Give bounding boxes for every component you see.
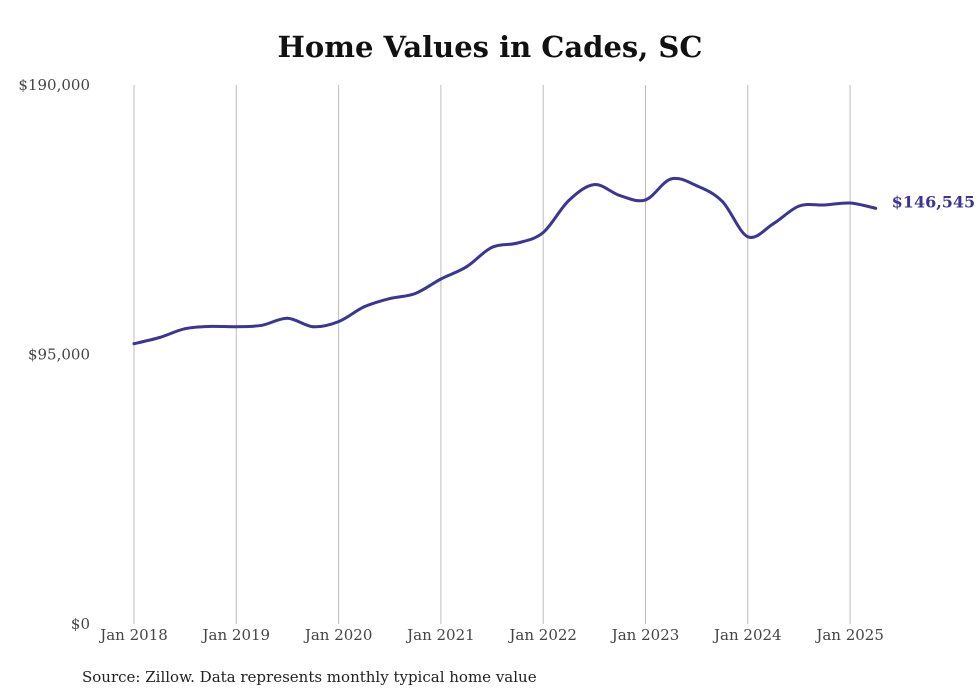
y-tick-label: $0	[71, 615, 90, 633]
data-point	[695, 184, 698, 188]
gridlines	[133, 85, 851, 624]
data-point	[183, 327, 187, 331]
data-point	[720, 199, 724, 203]
data-point	[260, 323, 264, 327]
data-point	[592, 183, 596, 187]
data-point	[465, 265, 468, 269]
data-point	[516, 241, 519, 245]
data-point	[439, 277, 443, 281]
data-point	[541, 231, 545, 234]
x-tick-label: Jan 2018	[98, 626, 168, 644]
data-point	[823, 203, 826, 207]
data-point	[644, 198, 647, 202]
x-axis-ticks: Jan 2018 Jan 2019 Jan 2020 Jan 2021 Jan 2022…	[98, 626, 884, 644]
data-point	[746, 235, 750, 239]
x-tick-label: Jan 2024	[712, 626, 782, 644]
data-point	[848, 201, 852, 205]
x-tick-label: Jan 2020	[303, 626, 373, 644]
data-point	[772, 222, 775, 226]
end-value-label: $146,545	[892, 192, 976, 211]
x-tick-label: Jan 2021	[405, 626, 475, 644]
series-line	[132, 176, 878, 346]
data-point	[874, 206, 878, 210]
data-point	[413, 292, 417, 295]
data-point	[234, 325, 238, 329]
x-tick-label: Jan 2025	[814, 626, 884, 644]
data-point	[362, 305, 366, 309]
y-tick-label: $190,000	[18, 76, 90, 94]
x-tick-label: Jan 2023	[610, 626, 680, 644]
chart-title: Home Values in Cades, SC	[277, 30, 703, 64]
series-layer: $146,545	[132, 176, 976, 346]
data-point	[797, 204, 801, 208]
data-point	[158, 336, 162, 339]
data-point	[311, 325, 315, 329]
data-point	[209, 325, 213, 328]
source-note: Source: Zillow. Data represents monthly …	[82, 668, 537, 686]
y-tick-label: $95,000	[28, 346, 90, 364]
data-point	[286, 316, 289, 320]
data-point	[618, 194, 622, 198]
data-point	[669, 177, 673, 181]
data-point	[132, 342, 136, 346]
x-tick-label: Jan 2019	[201, 626, 271, 644]
data-point	[337, 320, 340, 323]
data-point	[567, 199, 571, 202]
data-point	[388, 297, 392, 300]
x-tick-label: Jan 2022	[507, 626, 577, 644]
data-point	[490, 245, 494, 249]
y-axis-ticks: $0 $95,000 $190,000	[18, 76, 90, 633]
